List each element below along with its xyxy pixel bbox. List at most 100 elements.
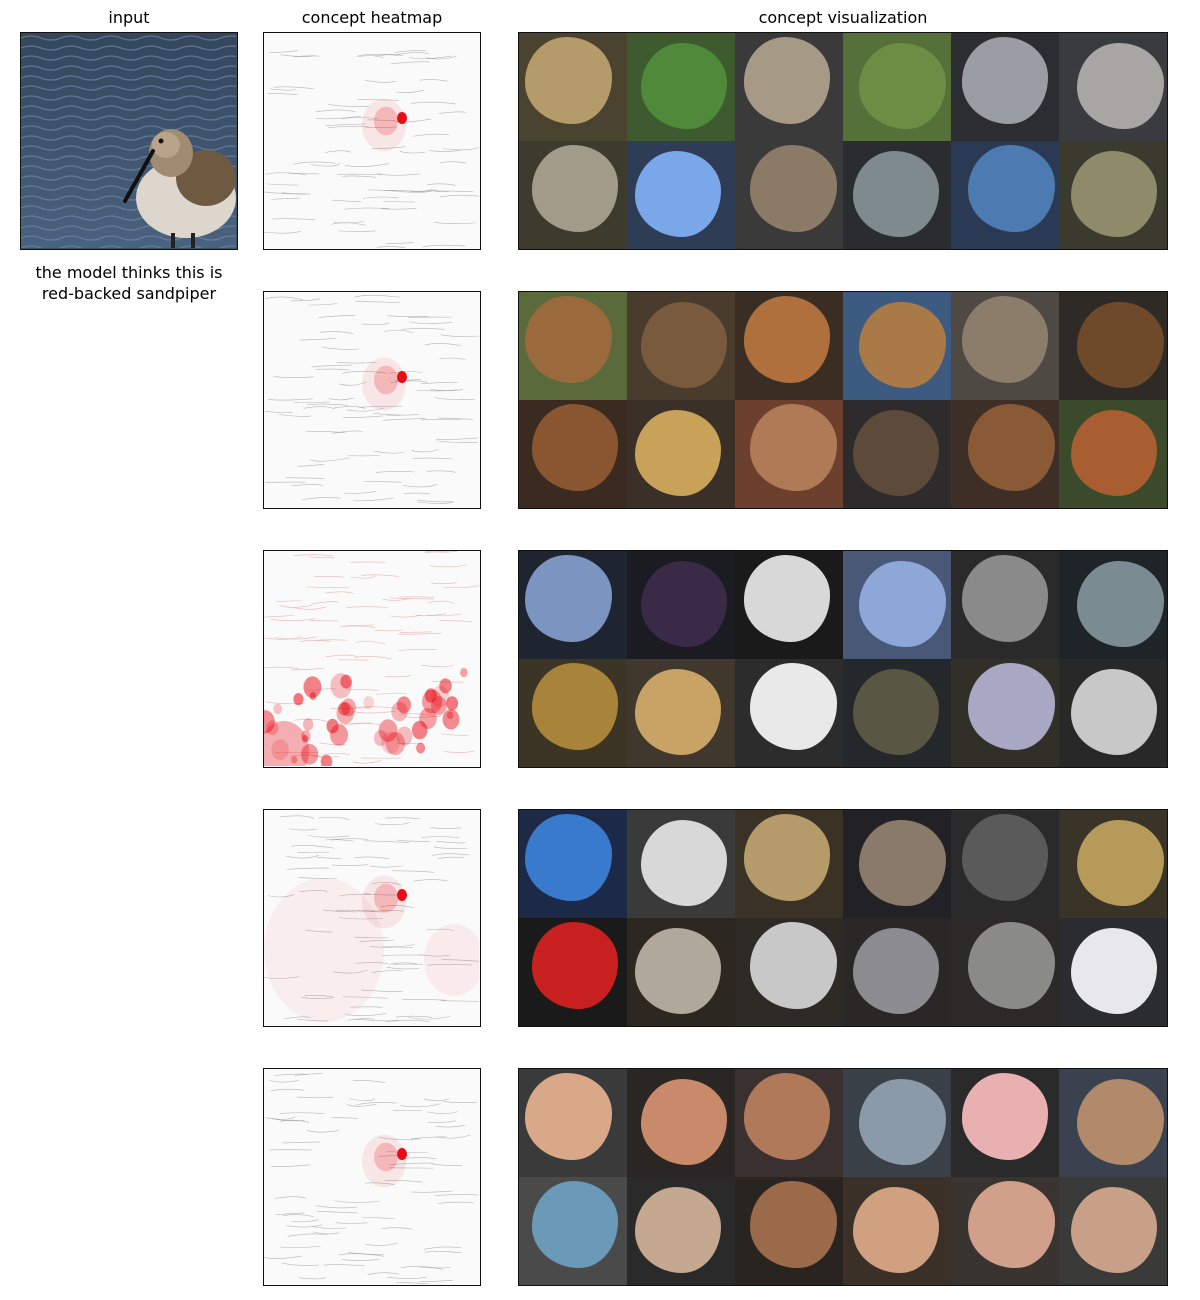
concept-region: [1077, 301, 1164, 389]
concept-region: [961, 37, 1049, 124]
concept-region: [859, 819, 946, 907]
concept-region: [743, 1073, 831, 1160]
concept-region: [750, 922, 837, 1009]
concept-region: [859, 301, 946, 389]
concept-example-image: [1059, 141, 1167, 249]
concept-example-image: [519, 33, 627, 141]
concept-region: [525, 1073, 612, 1160]
concept-example-image: [951, 292, 1059, 400]
concept-region: [634, 150, 721, 238]
concept-example-image: [519, 292, 627, 400]
input-column-title: input: [108, 8, 150, 27]
concept-region: [525, 555, 612, 642]
concept-region: [1077, 560, 1164, 648]
concept-region: [634, 668, 721, 756]
concept-region: [641, 301, 728, 389]
prediction-line-1: the model thinks this is: [35, 263, 223, 282]
concept-region: [525, 814, 612, 901]
concept-region: [750, 404, 837, 491]
concept-example-image: [735, 1177, 843, 1285]
heatmap-graphic: [264, 50, 479, 248]
concept-heatmap-bird-parts: [263, 32, 481, 250]
concept-example-image: [627, 33, 735, 141]
concept-example-image: [951, 659, 1059, 767]
concept-region: [750, 1181, 837, 1268]
heatmap-graphic: [264, 815, 479, 1022]
concept-example-image: [1059, 1177, 1167, 1285]
concept-region: [743, 814, 831, 901]
concept-region: [1077, 1078, 1164, 1166]
concept-example-image: [519, 141, 627, 249]
concept-region: [859, 42, 946, 130]
concept-example-image: [1059, 1069, 1167, 1177]
concept-region: [641, 560, 728, 648]
concept-example-image: [1059, 33, 1167, 141]
concept-region: [641, 1078, 728, 1166]
concept-region: [641, 42, 728, 130]
concept-visualization-stripes: [518, 809, 1168, 1027]
concept-region: [968, 663, 1055, 750]
concept-example-image: [735, 33, 843, 141]
concept-example-image: [735, 141, 843, 249]
concept-example-image: [843, 292, 951, 400]
concept-example-image: [843, 400, 951, 508]
concept-visualization-people: [518, 1068, 1168, 1286]
concept-region: [531, 145, 619, 232]
concept-example-image: [735, 659, 843, 767]
concept-heatmap-water-texture: [263, 550, 481, 768]
concept-example-image: [843, 659, 951, 767]
concept-region: [1077, 819, 1164, 907]
concept-region: [531, 663, 619, 750]
concept-region: [1070, 150, 1158, 238]
concept-example-image: [951, 1069, 1059, 1177]
concept-example-image: [519, 659, 627, 767]
concept-region: [961, 296, 1049, 383]
concept-example-image: [735, 810, 843, 918]
concept-region: [968, 1181, 1055, 1268]
concept-example-image: [951, 918, 1059, 1026]
concept-example-image: [735, 1069, 843, 1177]
concept-example-image: [1059, 292, 1167, 400]
concept-example-image: [519, 1069, 627, 1177]
concept-region: [852, 150, 940, 238]
concept-region: [531, 922, 619, 1009]
concept-example-image: [627, 400, 735, 508]
concept-visualization-bird-parts: [518, 32, 1168, 250]
concept-region: [525, 37, 612, 124]
concept-region: [859, 560, 946, 648]
concept-region: [1070, 927, 1158, 1015]
concept-example-image: [843, 810, 951, 918]
concept-region: [750, 145, 837, 232]
concept-visualization-water-texture: [518, 550, 1168, 768]
concept-region: [968, 404, 1055, 491]
concept-region: [634, 1186, 721, 1274]
concept-region: [1070, 409, 1158, 497]
heatmap-graphic: [265, 295, 479, 504]
concept-region: [961, 814, 1049, 901]
concept-region: [641, 819, 728, 907]
heatmap-graphic: [264, 551, 479, 766]
concept-example-image: [735, 400, 843, 508]
concept-region: [1077, 42, 1164, 130]
concept-example-image: [1059, 659, 1167, 767]
concept-example-image: [1059, 400, 1167, 508]
concept-example-image: [627, 551, 735, 659]
concept-example-image: [951, 33, 1059, 141]
concept-example-image: [627, 141, 735, 249]
concept-region: [852, 409, 940, 497]
concept-region: [852, 927, 940, 1015]
concept-region: [852, 668, 940, 756]
concept-example-image: [1059, 810, 1167, 918]
concept-region: [968, 922, 1055, 1009]
concept-region: [1070, 668, 1158, 756]
input-image: [20, 32, 238, 250]
concept-example-image: [951, 400, 1059, 508]
concept-heatmap-people: [263, 1068, 481, 1286]
concept-example-image: [519, 918, 627, 1026]
concept-region: [634, 927, 721, 1015]
concept-region: [750, 663, 837, 750]
concept-example-image: [519, 400, 627, 508]
concept-region: [525, 296, 612, 383]
concept-region: [968, 145, 1055, 232]
concept-region: [743, 555, 831, 642]
